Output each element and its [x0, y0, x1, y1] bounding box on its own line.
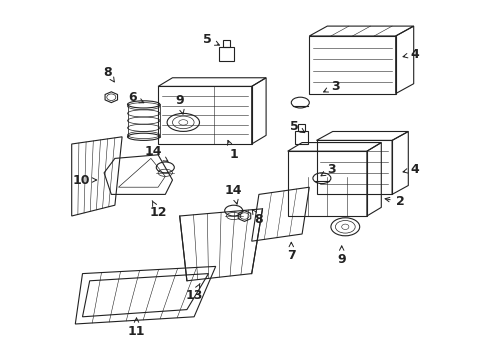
Text: 12: 12	[149, 201, 166, 219]
Text: 13: 13	[185, 283, 203, 302]
Text: 10: 10	[72, 174, 97, 186]
Text: 3: 3	[323, 80, 339, 93]
Text: 1: 1	[227, 140, 238, 161]
Text: 14: 14	[144, 145, 168, 161]
Text: 14: 14	[224, 184, 242, 204]
Text: 4: 4	[402, 163, 418, 176]
Text: 11: 11	[127, 318, 145, 338]
Text: 2: 2	[385, 195, 404, 208]
Text: 9: 9	[337, 246, 346, 266]
Text: 9: 9	[175, 94, 184, 114]
Text: 8: 8	[252, 210, 263, 226]
Text: 7: 7	[286, 242, 295, 262]
Text: 5: 5	[203, 33, 219, 46]
Text: 8: 8	[103, 66, 114, 82]
Text: 6: 6	[128, 91, 143, 104]
Text: 4: 4	[402, 48, 418, 60]
Text: 3: 3	[320, 163, 335, 176]
Text: 5: 5	[289, 120, 304, 132]
